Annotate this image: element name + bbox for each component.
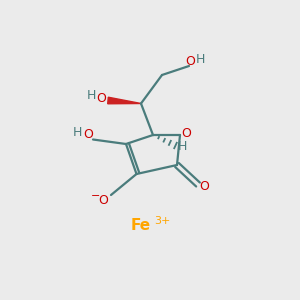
Text: Fe: Fe	[131, 218, 151, 232]
Text: O: O	[182, 127, 191, 140]
Text: −: −	[91, 191, 100, 202]
Text: H: H	[177, 140, 187, 154]
Text: O: O	[99, 194, 108, 207]
Text: O: O	[84, 128, 93, 141]
Text: 3+: 3+	[154, 215, 170, 226]
Text: O: O	[186, 55, 195, 68]
Text: H: H	[73, 125, 82, 139]
Text: H: H	[87, 88, 96, 102]
Text: O: O	[97, 92, 106, 106]
Text: H: H	[196, 53, 205, 66]
Text: O: O	[200, 179, 209, 193]
Polygon shape	[108, 97, 141, 104]
